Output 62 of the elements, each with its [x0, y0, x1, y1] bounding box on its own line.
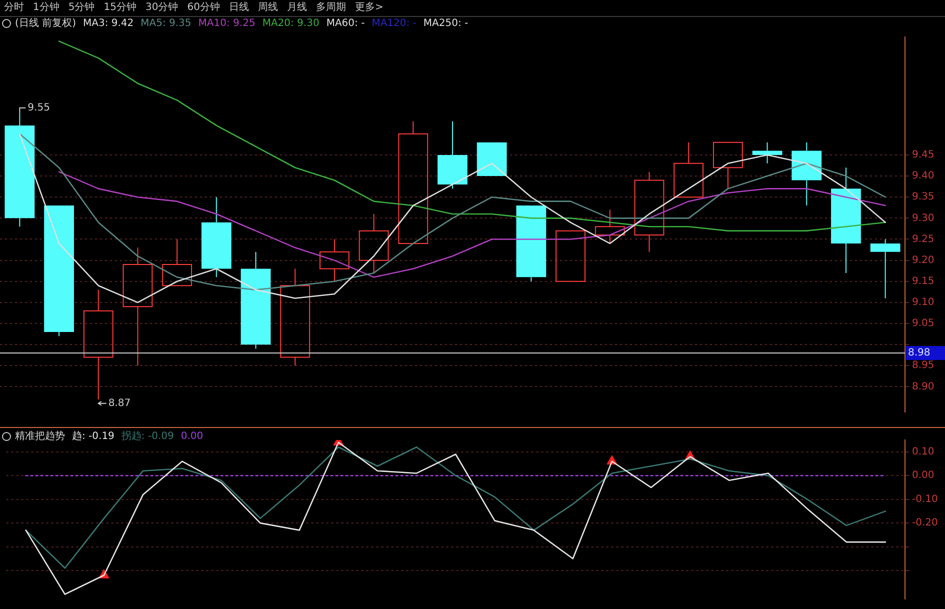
candlestick — [594, 209, 625, 244]
candlestick — [792, 142, 822, 206]
text: 60分钟 — [187, 2, 220, 13]
candlestick — [634, 171, 664, 252]
candlestick — [831, 167, 861, 274]
candlestick — [4, 112, 35, 228]
text: 0.00 — [180, 430, 204, 443]
candlestick — [240, 251, 271, 350]
text: MA20: 9.30 — [262, 17, 320, 30]
candlestick — [162, 238, 192, 286]
y-tick-label: 9.35 — [912, 192, 934, 203]
y-tick-label: -0.20 — [912, 518, 938, 529]
text: MA10: 9.25 — [198, 17, 256, 30]
annotation: 9.55 — [28, 102, 50, 114]
y-tick-label: 9.15 — [912, 276, 934, 287]
text: 周线 — [258, 2, 278, 13]
y-tick-label: 8.95 — [912, 360, 934, 372]
candlestick — [752, 142, 782, 164]
text: 趋: -0.19 — [72, 430, 114, 443]
text: 拐趋: -0.09 — [121, 430, 174, 443]
y-tick-label: 9.30 — [912, 212, 934, 224]
text: 多周期 — [316, 2, 346, 13]
text: 5分钟 — [68, 2, 95, 13]
y-tick-label: 8.90 — [912, 381, 934, 392]
candlestick — [398, 120, 428, 244]
y-tick-label: 9.25 — [912, 234, 934, 245]
legend-label: MA250: - — [423, 17, 468, 30]
candlestick — [201, 196, 232, 278]
y-tick-label: 9.45 — [912, 150, 934, 161]
text: MA5: 9.35 — [140, 17, 192, 30]
legend-label: MA120: - — [372, 17, 416, 30]
legend-label: MA60: - — [326, 17, 365, 30]
text: 日线 — [228, 2, 249, 13]
y-tick-label: 0.00 — [912, 470, 934, 482]
candlestick — [320, 238, 350, 282]
text: 15分钟 — [104, 2, 136, 13]
y-tick-label: 9.10 — [912, 297, 934, 308]
candlestick — [516, 206, 546, 282]
text: 更多> — [354, 2, 384, 13]
candlestick — [280, 268, 310, 366]
annotation: 8.87 — [108, 398, 131, 409]
ref-line-label: 8.98 — [908, 348, 930, 359]
y-tick-label: 9.05 — [912, 318, 934, 330]
text: 30分钟 — [145, 2, 178, 13]
candlestick — [122, 247, 153, 366]
chart-title: 精准把趋势 — [15, 430, 65, 443]
text: 1分钟 — [33, 2, 60, 13]
candlestick — [438, 120, 468, 190]
candlestick — [712, 142, 743, 190]
candlestick — [674, 142, 704, 198]
y-tick-label: -0.10 — [912, 494, 938, 505]
candlestick — [358, 213, 389, 274]
text: 月线 — [286, 2, 307, 13]
y-tick-label: 0.10 — [912, 446, 934, 458]
candlestick — [44, 206, 74, 337]
text: MA3: 9.42 — [82, 17, 134, 30]
y-tick-label: 9.40 — [912, 170, 934, 182]
candlestick — [870, 238, 900, 299]
text: 分时 — [4, 2, 24, 13]
y-tick-label: 9.20 — [912, 254, 934, 266]
chart-title: (日线 前复权) — [15, 17, 76, 30]
candlestick — [83, 289, 114, 400]
